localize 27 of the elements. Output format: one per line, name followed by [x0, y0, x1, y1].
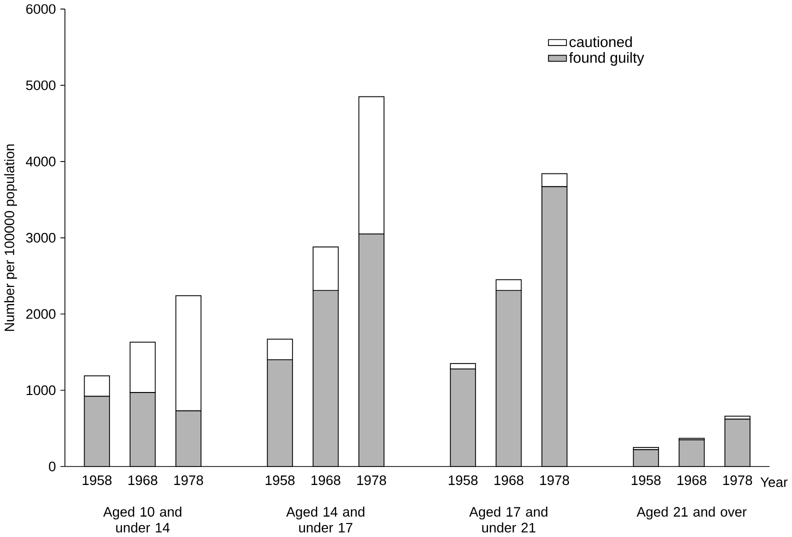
y-tick-label: 2000 [26, 309, 56, 320]
text: Aged 21 and over [636, 506, 747, 520]
x-tick-label: 1958 [448, 476, 478, 486]
x-tick-label: 1958 [82, 476, 112, 486]
x-tick-label: 1978 [174, 476, 204, 486]
x-tick-label: 1978 [357, 476, 386, 486]
x-tick-label: 1968 [494, 476, 524, 486]
x-tick-label: 1968 [128, 476, 158, 486]
x-tick-label: 1978 [723, 476, 752, 486]
y-tick-label: 1000 [26, 386, 56, 396]
x-tick-label: 1958 [632, 476, 661, 486]
legend-label: cautioned [570, 36, 632, 48]
text: Aged 17 and under 21 [469, 506, 548, 533]
y-tick-label: 6000 [26, 4, 56, 14]
y-tick-label: 5000 [26, 80, 56, 90]
text: Aged 14 and under 17 [286, 506, 364, 533]
y-tick-label: 0 [48, 462, 56, 472]
x-tick-label: 1958 [266, 476, 295, 486]
y-axis-title: Number per 100000 population [4, 144, 17, 332]
text: Aged 10 and under 14 [103, 506, 182, 533]
legend-label: found guilty [569, 52, 644, 66]
y-tick-label: 3000 [26, 233, 56, 243]
x-axis-title: Year [760, 478, 788, 488]
y-tick-label: 4000 [26, 156, 56, 167]
x-tick-label: 1978 [540, 476, 570, 486]
x-tick-label: 1968 [312, 476, 340, 486]
x-tick-label: 1968 [678, 476, 706, 486]
